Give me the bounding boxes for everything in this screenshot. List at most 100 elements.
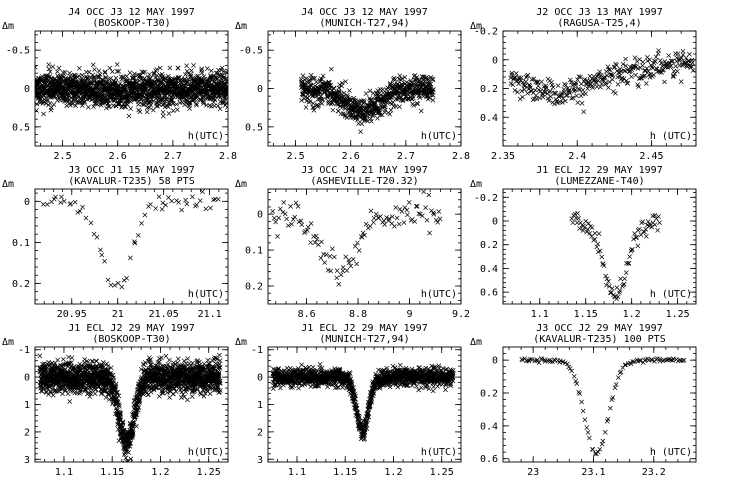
y-axis-label: Δm: [470, 179, 482, 190]
x-tick-label: 1.15: [574, 309, 598, 320]
data-point: [633, 72, 638, 78]
data-point: [124, 275, 129, 281]
data-point: [687, 63, 693, 69]
data-point: [667, 60, 673, 66]
data-point: [420, 82, 425, 88]
data-point: [105, 366, 111, 372]
y-tick-label: 0.6: [480, 288, 498, 299]
data-point: [577, 226, 582, 231]
data-point: [215, 196, 221, 202]
y-tick-label: -0.2: [474, 27, 498, 38]
data-point: [344, 268, 350, 273]
data-point: [67, 399, 73, 404]
x-axis-label: h(UTC): [188, 289, 224, 300]
data-point: [597, 69, 603, 75]
data-point: [310, 105, 316, 111]
data-point: [552, 101, 557, 107]
y-tick-label: 0: [492, 55, 498, 66]
data-point: [599, 81, 605, 87]
data-point: [142, 69, 148, 75]
data-point: [356, 248, 362, 253]
data-point: [549, 79, 554, 85]
data-point: [179, 207, 185, 213]
data-point: [435, 219, 441, 225]
data-point: [616, 70, 621, 75]
data-point: [59, 194, 64, 200]
data-point: [393, 205, 399, 210]
data-point: [193, 95, 199, 101]
data-point: [310, 93, 315, 99]
panel-subtitle: (BOSKOOP-T30): [92, 334, 170, 345]
data-point: [151, 107, 156, 113]
data-point: [159, 206, 165, 212]
data-point: [165, 104, 171, 110]
data-point: [188, 73, 194, 79]
data-point: [657, 220, 662, 226]
data-point: [102, 70, 108, 76]
data-point: [388, 107, 394, 113]
data-point: [148, 76, 153, 81]
data-point: [176, 199, 182, 205]
data-point: [350, 256, 356, 262]
data-point: [51, 102, 57, 107]
data-point: [135, 232, 141, 238]
data-point: [679, 62, 685, 68]
y-tick-label: 0: [24, 197, 30, 208]
data-point: [215, 70, 220, 76]
data-point: [304, 76, 309, 81]
x-tick-label: 2.45: [639, 151, 663, 162]
data-point: [157, 92, 162, 98]
data-point: [139, 220, 144, 226]
data-point: [363, 221, 369, 227]
data-point: [199, 66, 205, 72]
data-point: [148, 362, 153, 368]
data-point: [170, 97, 175, 103]
data-point: [555, 100, 560, 106]
panel-title: J1 ECL J2 29 MAY 1997: [68, 323, 194, 334]
data-points: [508, 48, 696, 115]
data-point: [184, 201, 190, 207]
data-point: [629, 247, 635, 252]
data-point: [53, 194, 58, 200]
data-point: [430, 97, 436, 103]
panel-1: J4 OCC J3 12 MAY 1997(BOSKOOP-T30) Δm h(UT…: [2, 7, 237, 162]
data-point: [208, 205, 213, 211]
x-axis-label: h(UTC): [421, 289, 457, 300]
data-point: [303, 105, 309, 110]
data-point: [604, 282, 609, 288]
data-point: [77, 208, 83, 214]
data-point: [668, 63, 674, 69]
data-point: [559, 93, 565, 98]
data-points: [37, 352, 223, 462]
x-tick-label: 2.35: [491, 151, 515, 162]
data-point: [40, 201, 46, 207]
y-tick-label: 0.2: [480, 84, 498, 95]
data-point: [136, 102, 141, 107]
data-point: [88, 75, 94, 81]
data-point: [99, 76, 105, 82]
data-point: [604, 276, 610, 282]
data-point: [310, 75, 316, 81]
data-point: [70, 101, 75, 107]
data-point: [132, 71, 137, 77]
panel-title: J4 OCC J3 12 MAY 1997: [301, 7, 427, 18]
data-point: [635, 243, 641, 249]
data-point: [44, 202, 50, 207]
data-point: [578, 74, 583, 80]
data-point: [130, 75, 136, 81]
data-point: [560, 100, 565, 105]
x-tick-label: 2.5: [54, 151, 72, 162]
data-point: [411, 103, 417, 108]
data-point: [535, 83, 541, 89]
data-point: [512, 88, 518, 93]
x-tick-label: 9.2: [452, 309, 470, 320]
data-point: [363, 91, 369, 96]
data-point: [575, 210, 580, 216]
data-point: [583, 91, 588, 97]
data-point: [182, 102, 187, 108]
data-point: [391, 104, 396, 109]
data-point: [48, 388, 53, 394]
data-points: [40, 189, 221, 290]
data-point: [83, 78, 88, 84]
data-point: [142, 212, 148, 218]
